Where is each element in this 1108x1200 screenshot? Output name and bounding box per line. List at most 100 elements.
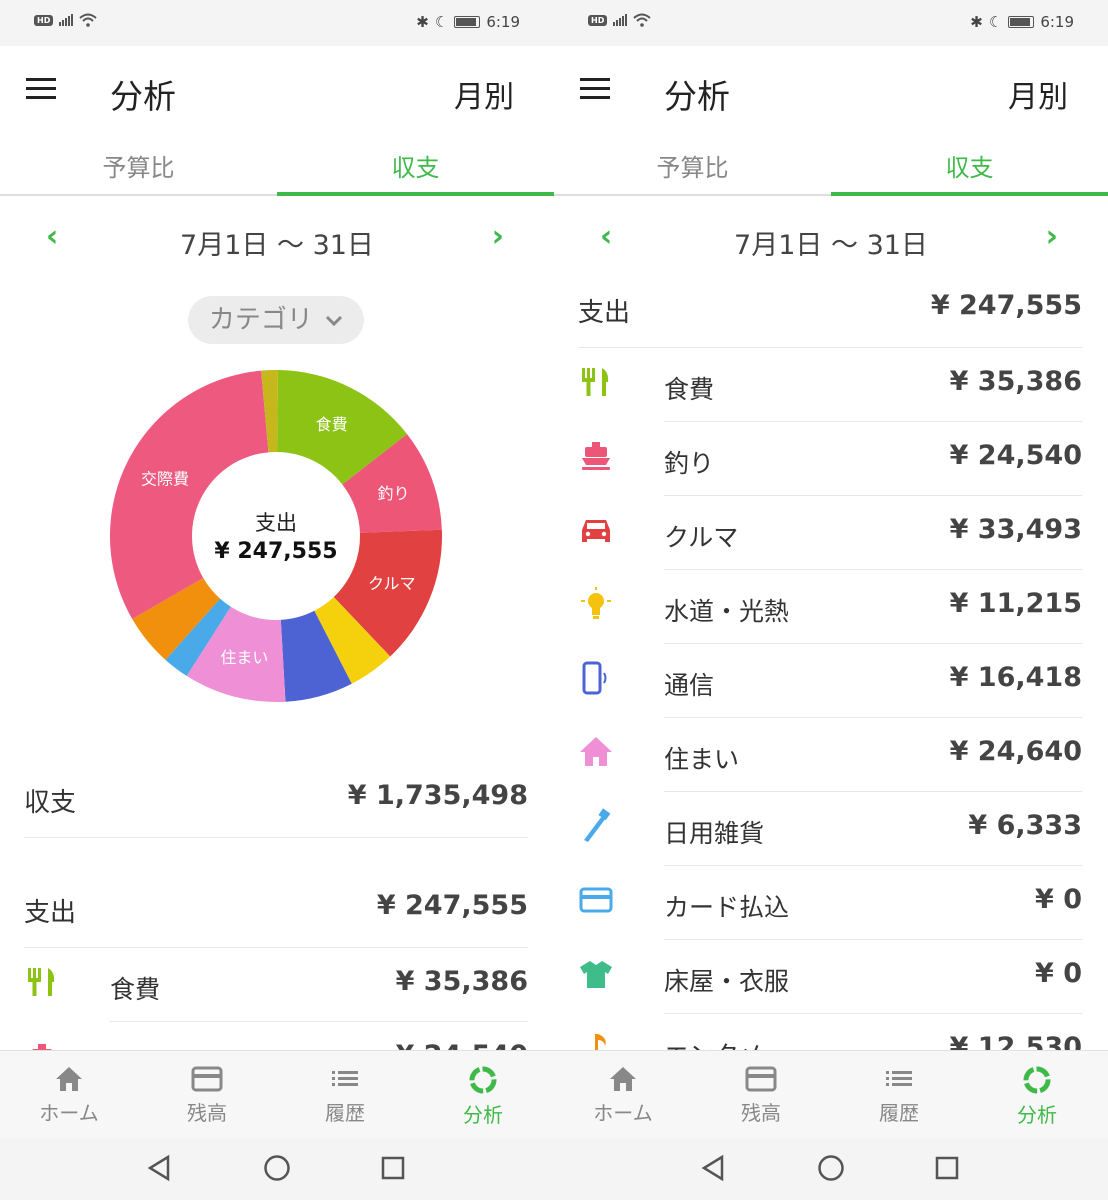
category-row[interactable]: 食費 ¥ 35,386	[578, 348, 1082, 422]
category-amount: ¥ 24,640	[949, 736, 1082, 767]
prev-month-button[interactable]: ‹	[46, 219, 59, 254]
category-amount: ¥ 0	[1035, 884, 1082, 915]
donut-segment[interactable]	[280, 610, 352, 702]
utensils-icon	[28, 968, 55, 996]
home-circle-icon[interactable]	[263, 1154, 291, 1182]
period-button[interactable]: 月別	[454, 80, 514, 115]
bluetooth-icon: ✱	[416, 13, 429, 31]
period-button[interactable]: 月別	[1008, 80, 1068, 115]
tab-budget[interactable]: 予算比	[656, 154, 729, 182]
donut-segment[interactable]	[277, 370, 408, 485]
recents-icon[interactable]	[934, 1154, 960, 1182]
category-amount: ¥ 6,333	[968, 810, 1082, 841]
page-title: 分析	[110, 77, 176, 116]
nav-home-label: ホーム	[39, 1101, 99, 1125]
tab-budget[interactable]: 予算比	[102, 154, 175, 182]
row-divider	[664, 495, 1082, 496]
next-month-button[interactable]: ›	[491, 219, 504, 254]
nav-balance[interactable]: 残高	[692, 1065, 830, 1126]
category-row-food[interactable]: 食費 ¥ 35,386	[24, 948, 528, 1022]
category-row[interactable]: 住まい ¥ 24,640	[578, 718, 1082, 792]
nav-history-label: 履歴	[325, 1101, 365, 1125]
expense-row[interactable]: 支出 ¥ 247,555	[24, 874, 528, 948]
tab-balance[interactable]: 収支	[391, 154, 440, 182]
expense-label: 支出	[24, 898, 77, 928]
date-range-label: 7月1日 〜 31日	[180, 230, 374, 261]
date-range-label: 7月1日 〜 31日	[734, 230, 928, 261]
analysis-icon	[469, 1066, 497, 1094]
row-divider	[664, 717, 1082, 718]
nav-home[interactable]: ホーム	[554, 1065, 692, 1126]
back-icon[interactable]	[700, 1154, 726, 1182]
utensils-icon	[582, 368, 609, 396]
list-icon	[886, 1071, 912, 1086]
category-row[interactable]: 日用雑貨 ¥ 6,333	[578, 792, 1082, 866]
home-circle-icon[interactable]	[817, 1154, 845, 1182]
category-amount: ¥ 35,386	[949, 366, 1082, 397]
menu-icon[interactable]	[26, 78, 58, 102]
category-amount: ¥ 16,418	[949, 662, 1082, 693]
signal-icon	[59, 14, 74, 26]
nav-analysis[interactable]: 分析	[968, 1065, 1106, 1128]
menu-icon[interactable]	[580, 78, 612, 102]
category-row[interactable]: クルマ ¥ 33,493	[578, 496, 1082, 570]
app-bar: 分析 月別	[554, 46, 1108, 136]
expense-amount: ¥ 247,555	[376, 890, 528, 921]
donut-segment[interactable]	[110, 370, 269, 620]
nav-history[interactable]: 履歴	[830, 1065, 968, 1126]
battery-icon	[1008, 16, 1035, 28]
category-row[interactable]: 釣り ¥ 24,540	[578, 422, 1082, 496]
balance-amount: ¥ 1,735,498	[347, 780, 528, 811]
nav-history[interactable]: 履歴	[276, 1065, 414, 1126]
nav-home[interactable]: ホーム	[0, 1065, 138, 1126]
signal-icon	[613, 14, 628, 26]
system-nav-bar	[0, 1138, 554, 1200]
expense-row[interactable]: 支出 ¥ 247,555	[578, 274, 1082, 348]
category-row[interactable]: カード払込 ¥ 0	[578, 866, 1082, 940]
nav-analysis[interactable]: 分析	[414, 1065, 552, 1128]
category-dropdown[interactable]: カテゴリ	[188, 296, 364, 344]
category-row[interactable]: 通信 ¥ 16,418	[578, 644, 1082, 718]
category-amount: ¥ 0	[1035, 958, 1082, 989]
prev-month-button[interactable]: ‹	[600, 219, 613, 254]
category-name: 食費	[110, 975, 161, 1004]
back-icon[interactable]	[146, 1154, 172, 1182]
donut-segment[interactable]	[314, 596, 391, 684]
toothbrush-icon	[584, 808, 611, 842]
donut-segment-label: 住まい	[220, 648, 268, 667]
balance-row[interactable]: 収支 ¥ 1,735,498	[24, 764, 528, 838]
row-divider	[664, 865, 1082, 866]
category-amount: ¥ 24,540	[949, 440, 1082, 471]
home-icon	[610, 1067, 636, 1091]
row-divider	[664, 569, 1082, 570]
donut-segment[interactable]	[261, 370, 278, 453]
donut-segment[interactable]	[342, 434, 442, 533]
donut-segment[interactable]	[333, 529, 443, 657]
category-row[interactable]: 水道・光熱 ¥ 11,215	[578, 570, 1082, 644]
donut-segment[interactable]	[165, 598, 231, 676]
category-row[interactable]: 床屋・衣服 ¥ 0	[578, 940, 1082, 1014]
system-nav-bar	[554, 1138, 1108, 1200]
tab-balance[interactable]: 収支	[945, 154, 994, 182]
donut-segment[interactable]	[132, 578, 221, 660]
nav-history-label: 履歴	[879, 1101, 919, 1125]
page-title: 分析	[664, 77, 730, 116]
nav-analysis-label: 分析	[463, 1103, 503, 1127]
donut-center-label: 支出	[255, 511, 297, 535]
wifi-icon	[79, 13, 98, 27]
nav-home-label: ホーム	[593, 1101, 653, 1125]
donut-segment[interactable]	[186, 606, 286, 702]
tab-bar: 予算比 収支	[554, 136, 1108, 196]
home-icon	[56, 1067, 82, 1091]
left-screen: HD ✱ ☾ 6:19 分析 月別 予算比 収支 ‹ 7月1日 〜 31日 › …	[0, 0, 554, 1200]
tab-bar: 予算比 収支	[0, 136, 554, 196]
right-screen: HD ✱ ☾ 6:19 分析 月別 予算比 収支 ‹ 7月1日 〜 31日 › …	[554, 0, 1108, 1200]
nav-balance[interactable]: 残高	[138, 1065, 276, 1126]
category-name: 釣り	[664, 449, 715, 478]
chevron-down-icon	[326, 315, 343, 326]
category-name: 水道・光熱	[664, 597, 790, 626]
recents-icon[interactable]	[380, 1154, 406, 1182]
next-month-button[interactable]: ›	[1045, 219, 1058, 254]
row-divider	[110, 1021, 528, 1022]
category-name: クルマ	[664, 523, 739, 552]
